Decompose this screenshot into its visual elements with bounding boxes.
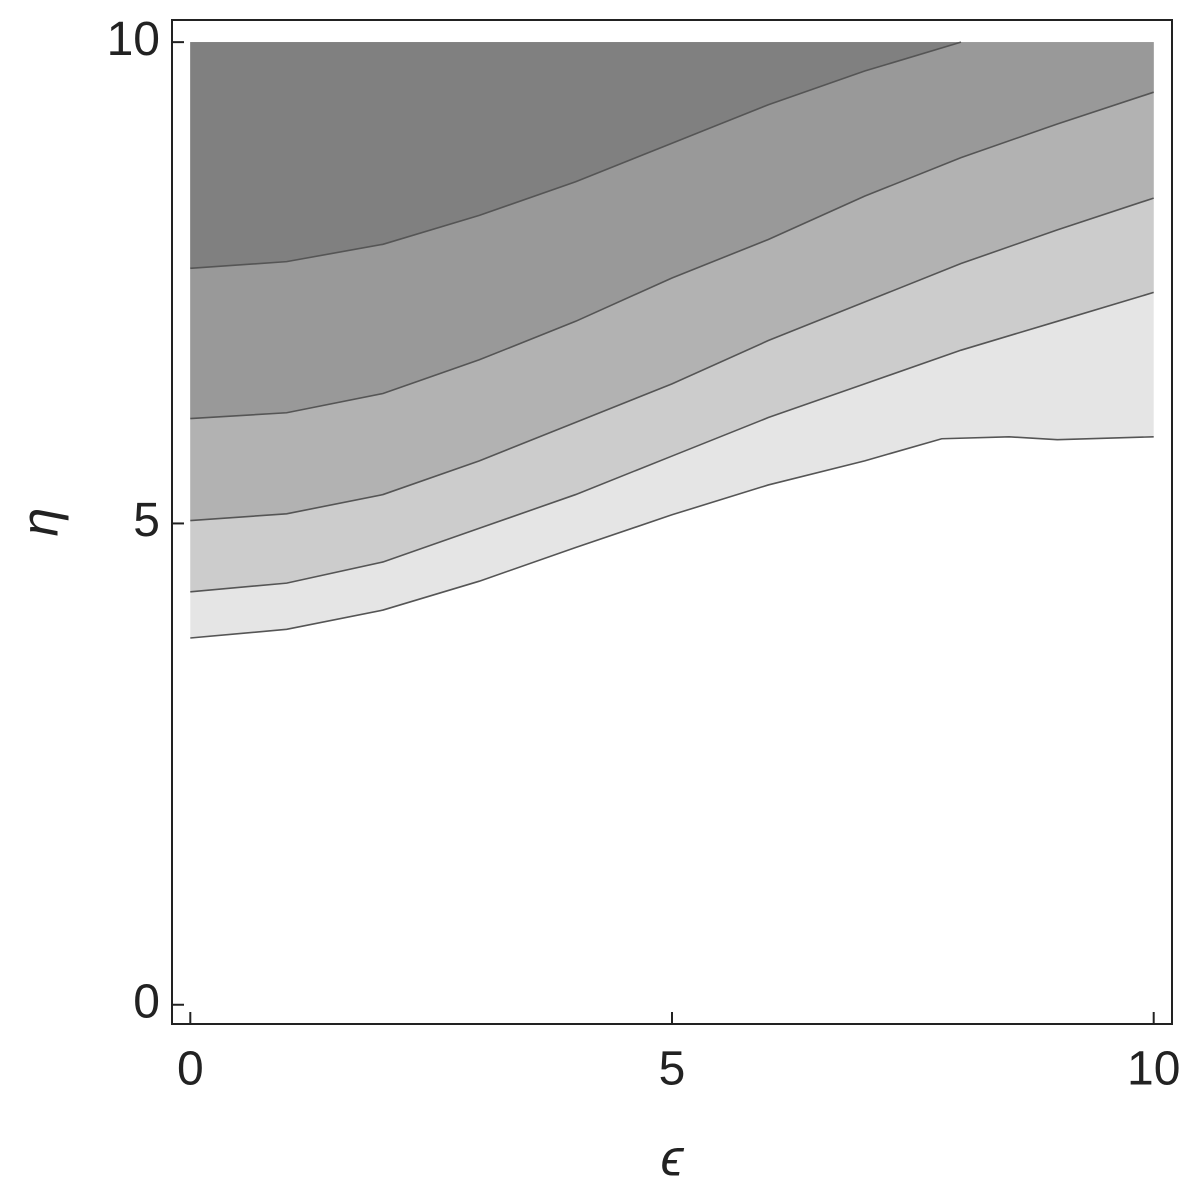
contour-line [190,436,1154,639]
y-tick-label: 5 [133,494,160,547]
y-tick-label: 0 [133,975,160,1028]
contour-line [190,291,1154,593]
contour-line [190,41,962,270]
x-tick-label: 10 [1127,1043,1180,1096]
y-axis-label: η [12,508,70,537]
contour-fill [190,42,962,269]
plot-area [190,41,1154,639]
y-tick-label: 10 [107,13,160,66]
contour-line [190,197,1154,522]
x-tick-label: 0 [177,1043,204,1096]
contour-line [190,91,1154,420]
x-axis-label: ϵ [661,1130,685,1188]
x-tick-label: 5 [659,1043,686,1096]
